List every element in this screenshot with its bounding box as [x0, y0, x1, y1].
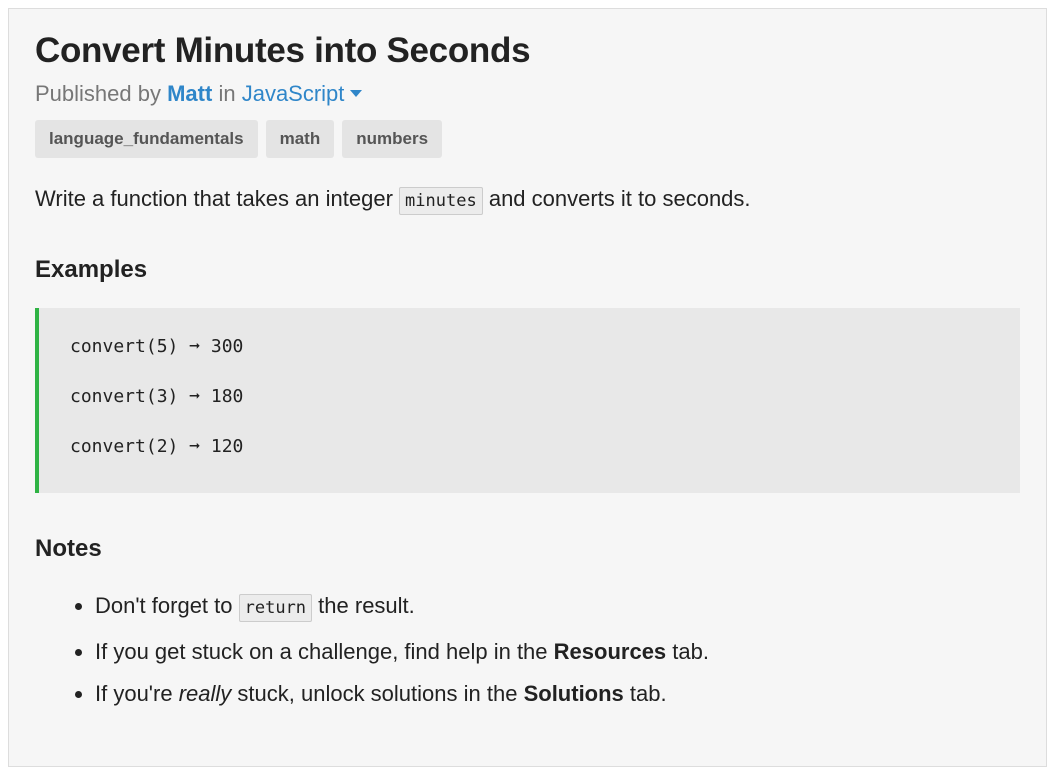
tag-language-fundamentals[interactable]: language_fundamentals	[35, 120, 258, 158]
examples-code-block: convert(5) ➞ 300 convert(3) ➞ 180 conver…	[35, 308, 1020, 493]
note-item: If you're really stuck, unlock solutions…	[95, 679, 1020, 709]
language-label: JavaScript	[241, 81, 345, 106]
note-item: If you get stuck on a challenge, find he…	[95, 637, 1020, 667]
challenge-byline: Published by Matt in JavaScript	[35, 81, 1020, 107]
example-line: convert(2) ➞ 120	[70, 436, 244, 457]
challenge-title: Convert Minutes into Seconds	[35, 31, 531, 70]
note-text: tab.	[629, 681, 667, 706]
tag-list: language_fundamentals math numbers	[35, 120, 1020, 158]
note-text: Don't forget to	[95, 593, 233, 618]
note-item: Don't forget to return the result.	[95, 591, 1020, 623]
language-dropdown[interactable]: JavaScript	[242, 81, 363, 106]
challenge-card: Convert Minutes into Seconds Published b…	[8, 8, 1047, 767]
note-text: If you're	[95, 681, 173, 706]
tag-numbers[interactable]: numbers	[342, 120, 443, 158]
notes-list: Don't forget to return the result. If yo…	[35, 591, 1020, 709]
tag-math[interactable]: math	[265, 120, 335, 158]
notes-heading: Notes	[35, 535, 102, 562]
examples-heading: Examples	[35, 256, 148, 283]
caret-down-icon	[350, 89, 363, 97]
example-line: convert(5) ➞ 300	[70, 336, 244, 357]
challenge-description: Write a function that takes an integer m…	[35, 184, 1020, 216]
resources-tab-reference: Resources	[553, 639, 667, 664]
note-code: return	[238, 594, 313, 622]
note-emphasis: really	[178, 681, 232, 706]
note-text: the result.	[318, 593, 415, 618]
description-code: minutes	[399, 187, 483, 215]
in-label: in	[218, 81, 236, 106]
example-line: convert(3) ➞ 180	[70, 386, 244, 407]
description-text-after: and converts it to seconds.	[488, 186, 751, 211]
solutions-tab-reference: Solutions	[523, 681, 624, 706]
description-text-before: Write a function that takes an integer	[35, 186, 393, 211]
note-text: stuck, unlock solutions in the	[237, 681, 518, 706]
author-link[interactable]: Matt	[167, 81, 213, 106]
published-by-label: Published by	[35, 81, 161, 106]
note-text: If you get stuck on a challenge, find he…	[95, 639, 548, 664]
note-text: tab.	[672, 639, 709, 664]
